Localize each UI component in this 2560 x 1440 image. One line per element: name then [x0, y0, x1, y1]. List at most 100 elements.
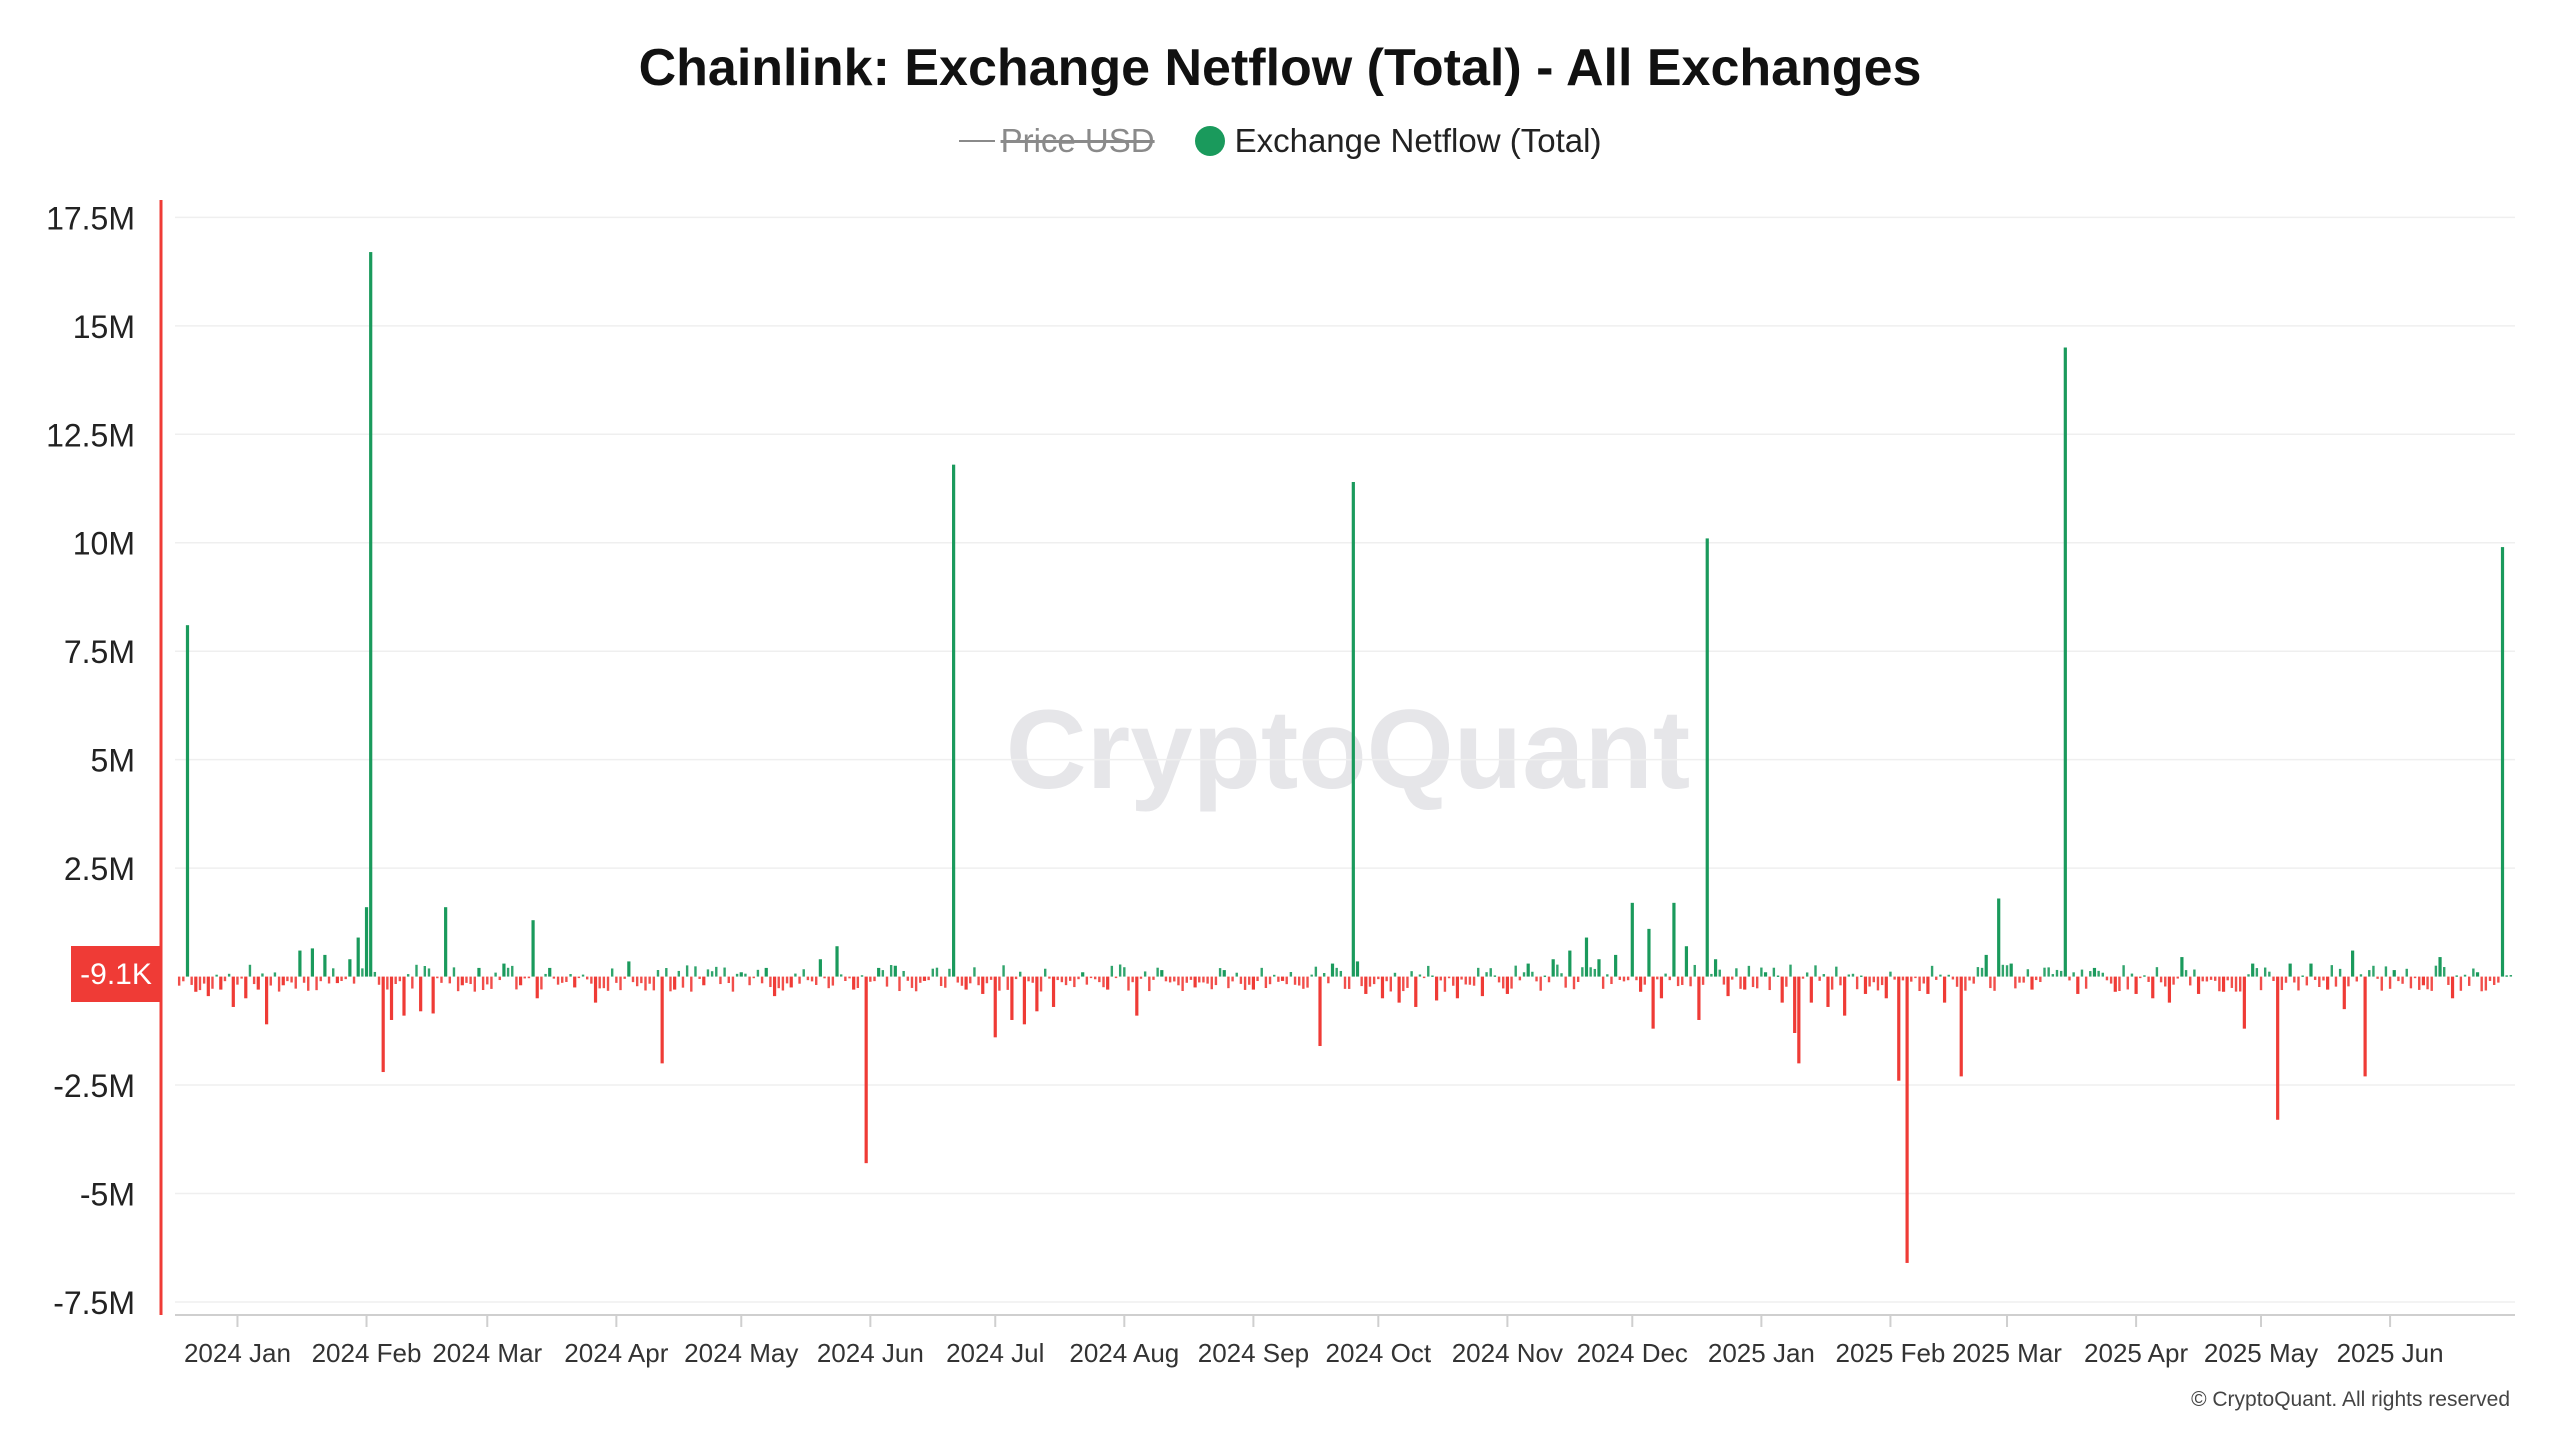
bar: [2384, 966, 2388, 977]
bar: [265, 976, 269, 1025]
bar: [2492, 976, 2496, 985]
bar: [1955, 976, 1959, 987]
bar: [1139, 976, 1143, 979]
bar: [993, 976, 997, 1038]
bar: [377, 976, 381, 985]
bar: [502, 963, 506, 977]
bar: [922, 976, 927, 981]
bar: [286, 976, 289, 982]
bar: [527, 976, 531, 979]
bar: [690, 976, 693, 992]
bar: [2230, 976, 2234, 988]
bar: [2172, 976, 2175, 985]
bar: [710, 971, 714, 977]
bar: [1789, 964, 1792, 977]
bar: [1768, 976, 1771, 991]
bar: [386, 976, 389, 990]
bar: [2184, 970, 2188, 977]
bar: [1659, 976, 1664, 999]
bar: [1843, 976, 1847, 1016]
bar: [1626, 976, 1630, 981]
bar: [535, 976, 539, 999]
bar: [848, 976, 851, 979]
bar: [648, 976, 651, 984]
bar: [1202, 976, 1205, 983]
bar: [1293, 976, 1297, 985]
y-tick-label: 12.5M: [46, 417, 135, 453]
bar: [706, 969, 710, 977]
bar: [1472, 976, 1476, 986]
bar: [2247, 974, 2250, 977]
bar: [319, 976, 322, 982]
bar: [1027, 976, 1030, 982]
bar: [1477, 967, 1480, 977]
bar: [298, 950, 302, 977]
bar: [789, 976, 793, 988]
bar: [1647, 928, 1651, 977]
bar: [2263, 967, 2267, 977]
bar: [1793, 976, 1797, 1033]
bar: [2147, 976, 2150, 982]
bar: [1726, 976, 1730, 997]
bar: [194, 976, 198, 992]
bar: [1601, 976, 1605, 989]
bar: [719, 976, 722, 985]
x-tick-label: 2024 Feb: [312, 1338, 422, 1368]
bar: [1355, 961, 1360, 977]
bar: [1085, 976, 1089, 985]
bar: [419, 976, 423, 1012]
bar: [1722, 976, 1726, 985]
bar: [652, 976, 656, 991]
bar: [1343, 976, 1347, 989]
bar: [252, 976, 256, 985]
bar: [2459, 976, 2463, 991]
y-tick-label: 7.5M: [64, 634, 135, 670]
bar: [602, 976, 606, 989]
legend-item-exchange-netflow[interactable]: Exchange Netflow (Total): [1194, 122, 1601, 160]
bar: [356, 937, 360, 977]
bar: [1314, 966, 1318, 977]
bar: [1905, 976, 1909, 1263]
bar: [2330, 965, 2333, 977]
bar: [1635, 976, 1638, 981]
bar: [2392, 970, 2396, 977]
bar: [581, 974, 585, 977]
bar: [772, 976, 777, 997]
bar: [269, 976, 272, 986]
bar: [1060, 976, 1064, 983]
bar: [436, 976, 439, 979]
bar: [902, 970, 905, 977]
bar: [569, 974, 572, 977]
bar: [406, 974, 410, 977]
bar: [1056, 976, 1059, 981]
bar: [744, 973, 747, 977]
bar: [1260, 967, 1263, 977]
bar: [2072, 972, 2075, 977]
bar: [2084, 976, 2088, 989]
bar: [231, 976, 235, 1007]
bar: [1297, 976, 1301, 986]
bar: [1256, 976, 1259, 982]
bar: [1318, 976, 1322, 1047]
bar: [2338, 968, 2342, 977]
bar: [1718, 969, 1721, 977]
bar: [864, 976, 868, 1164]
bar: [2409, 976, 2413, 989]
x-tick-label: 2025 Apr: [2084, 1338, 2188, 1368]
bar: [885, 976, 889, 987]
x-tick-label: 2024 Jan: [184, 1338, 291, 1368]
x-tick-label: 2024 May: [684, 1338, 798, 1368]
bar: [1098, 976, 1101, 983]
legend-item-price-usd[interactable]: Price USD: [958, 122, 1155, 160]
bar: [1564, 976, 1567, 988]
bar: [1372, 976, 1376, 985]
bar: [1505, 976, 1509, 994]
y-tick-label: 15M: [73, 309, 135, 345]
legend: Price USD Exchange Netflow (Total): [0, 122, 2560, 160]
bar: [2372, 965, 2375, 977]
watermark-logo: CryptoQuant: [1006, 687, 1690, 812]
bar: [1364, 976, 1368, 994]
bar: [893, 965, 897, 977]
bar: [1630, 902, 1634, 977]
bar: [1431, 975, 1434, 977]
